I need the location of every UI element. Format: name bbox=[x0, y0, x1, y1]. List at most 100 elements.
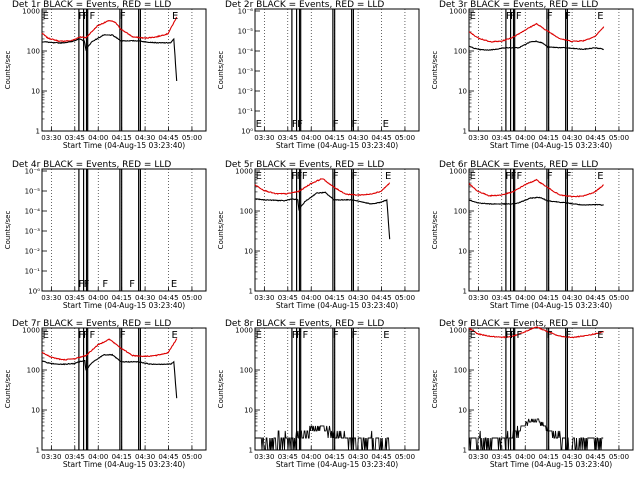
x-tick-label: 04:00 bbox=[515, 294, 535, 302]
flag-label: F bbox=[129, 279, 135, 290]
y-tick-label: 1 bbox=[36, 128, 40, 136]
y-tick-label: 100 bbox=[454, 208, 467, 216]
x-tick-label: 04:30 bbox=[348, 294, 368, 302]
lld-series-line bbox=[41, 338, 178, 361]
x-tick-label: 03:30 bbox=[468, 294, 488, 302]
events-series-line bbox=[255, 191, 391, 240]
x-tick-label: 05:00 bbox=[609, 294, 629, 302]
x-tick-label: 04:30 bbox=[562, 294, 582, 302]
x-tick-label: 04:45 bbox=[158, 134, 178, 142]
x-tick-label: 04:45 bbox=[585, 294, 605, 302]
y-tick-label: 1000 bbox=[449, 8, 467, 16]
y-axis-label: Counts/sec bbox=[217, 211, 225, 250]
events-series-line bbox=[469, 418, 604, 451]
x-tick-label: 04:45 bbox=[585, 134, 605, 142]
flag-label: F bbox=[566, 171, 572, 182]
y-tick-label: 1000 bbox=[235, 327, 253, 335]
y-tick-label: 10 bbox=[458, 88, 467, 96]
flag-label: F bbox=[566, 330, 572, 341]
panel-title: Det 7r BLACK = Events, RED = LLD bbox=[12, 319, 171, 329]
x-tick-label: 04:00 bbox=[88, 294, 108, 302]
x-tick-label: 03:30 bbox=[254, 294, 274, 302]
x-tick-label: 04:00 bbox=[515, 453, 535, 461]
plot-frame bbox=[41, 8, 207, 132]
flag-label: E bbox=[43, 330, 49, 341]
y-tick-label: 10⁻³ bbox=[238, 68, 254, 76]
events-series-line bbox=[468, 40, 604, 51]
x-axis-label: Start Time (04-Aug-15 03:23:40) bbox=[490, 301, 612, 310]
y-tick-label: 10 bbox=[458, 407, 467, 415]
flag-label: F bbox=[89, 11, 95, 22]
x-tick-label: 03:45 bbox=[278, 453, 298, 461]
x-tick-label: 03:45 bbox=[65, 134, 85, 142]
x-tick-label: 03:30 bbox=[254, 453, 274, 461]
x-tick-label: 04:45 bbox=[371, 294, 391, 302]
lld-series-line bbox=[469, 22, 605, 43]
y-tick-label: 100 bbox=[240, 208, 253, 216]
events-series-line bbox=[468, 196, 604, 206]
flag-label: E bbox=[256, 171, 262, 182]
plot-frame bbox=[41, 168, 207, 292]
panel-9: Det 9r BLACK = Events, RED = LLD 03:30 03:… bbox=[431, 319, 634, 469]
x-tick-label: 04:00 bbox=[301, 134, 321, 142]
x-axis-label: Start Time (04-Aug-15 03:23:40) bbox=[63, 141, 185, 150]
flag-label: F bbox=[505, 330, 511, 341]
y-tick-label: 10 bbox=[31, 88, 40, 96]
panel-8: Det 8r BLACK = Events, RED = LLD 03:30 03:… bbox=[217, 319, 420, 469]
plot-frame bbox=[468, 327, 634, 451]
x-tick-label: 04:15 bbox=[325, 453, 345, 461]
lld-series-line bbox=[254, 178, 391, 197]
plot-frame bbox=[468, 8, 634, 132]
panel-title: Det 5r BLACK = Events, RED = LLD bbox=[225, 160, 384, 170]
y-tick-label: 1000 bbox=[449, 327, 467, 335]
flag-label: F bbox=[505, 171, 511, 182]
y-axis-label: Counts/sec bbox=[217, 51, 225, 90]
x-tick-label: 03:45 bbox=[492, 134, 512, 142]
y-axis-label: Counts/sec bbox=[431, 370, 439, 409]
y-tick-label: 10⁻⁴ bbox=[238, 48, 254, 56]
x-tick-label: 03:45 bbox=[65, 294, 85, 302]
flag-label: F bbox=[547, 330, 553, 341]
x-tick-label: 04:30 bbox=[348, 134, 368, 142]
plot-frame bbox=[254, 168, 420, 292]
x-tick-label: 04:45 bbox=[158, 453, 178, 461]
x-tick-label: 04:15 bbox=[539, 453, 559, 461]
flag-label: F bbox=[83, 330, 89, 341]
y-tick-label: 100 bbox=[454, 367, 467, 375]
flag-label: E bbox=[470, 11, 476, 22]
y-tick-label: 10⁻⁶ bbox=[25, 168, 41, 176]
y-axis-label: Counts/sec bbox=[431, 51, 439, 90]
flag-label: F bbox=[291, 171, 297, 182]
y-tick-label: 1000 bbox=[449, 168, 467, 176]
x-axis-label: Start Time (04-Aug-15 03:23:40) bbox=[276, 141, 398, 150]
flag-label: E bbox=[256, 330, 262, 341]
y-tick-label: 100 bbox=[454, 48, 467, 56]
events-series-line bbox=[255, 425, 390, 451]
x-tick-label: 03:45 bbox=[492, 453, 512, 461]
x-tick-label: 05:00 bbox=[395, 294, 415, 302]
x-axis-label: Start Time (04-Aug-15 03:23:40) bbox=[490, 460, 612, 469]
x-axis-label: Start Time (04-Aug-15 03:23:40) bbox=[63, 301, 185, 310]
x-tick-label: 03:30 bbox=[41, 134, 61, 142]
flag-label: E bbox=[470, 171, 476, 182]
x-tick-label: 05:00 bbox=[182, 294, 202, 302]
lld-series-line bbox=[468, 326, 605, 339]
y-tick-label: 1000 bbox=[22, 327, 40, 335]
y-tick-label: 1 bbox=[249, 288, 253, 296]
y-axis-label: Counts/sec bbox=[217, 370, 225, 409]
x-tick-label: 05:00 bbox=[609, 453, 629, 461]
y-tick-label: 10⁻⁵ bbox=[25, 188, 41, 196]
flag-label: F bbox=[511, 171, 517, 182]
y-tick-label: 100 bbox=[27, 48, 40, 56]
y-tick-label: 10⁻⁴ bbox=[25, 208, 41, 216]
x-axis-label: Start Time (04-Aug-15 03:23:40) bbox=[63, 460, 185, 469]
x-tick-label: 04:00 bbox=[88, 453, 108, 461]
panel-title: Det 1r BLACK = Events, RED = LLD bbox=[12, 0, 171, 10]
flag-label: F bbox=[78, 330, 84, 341]
flag-label: F bbox=[333, 171, 339, 182]
x-tick-label: 04:00 bbox=[301, 294, 321, 302]
x-tick-label: 03:30 bbox=[41, 294, 61, 302]
flag-label: F bbox=[510, 330, 516, 341]
y-tick-label: 10⁻¹ bbox=[238, 108, 254, 116]
flag-label: F bbox=[120, 11, 126, 22]
